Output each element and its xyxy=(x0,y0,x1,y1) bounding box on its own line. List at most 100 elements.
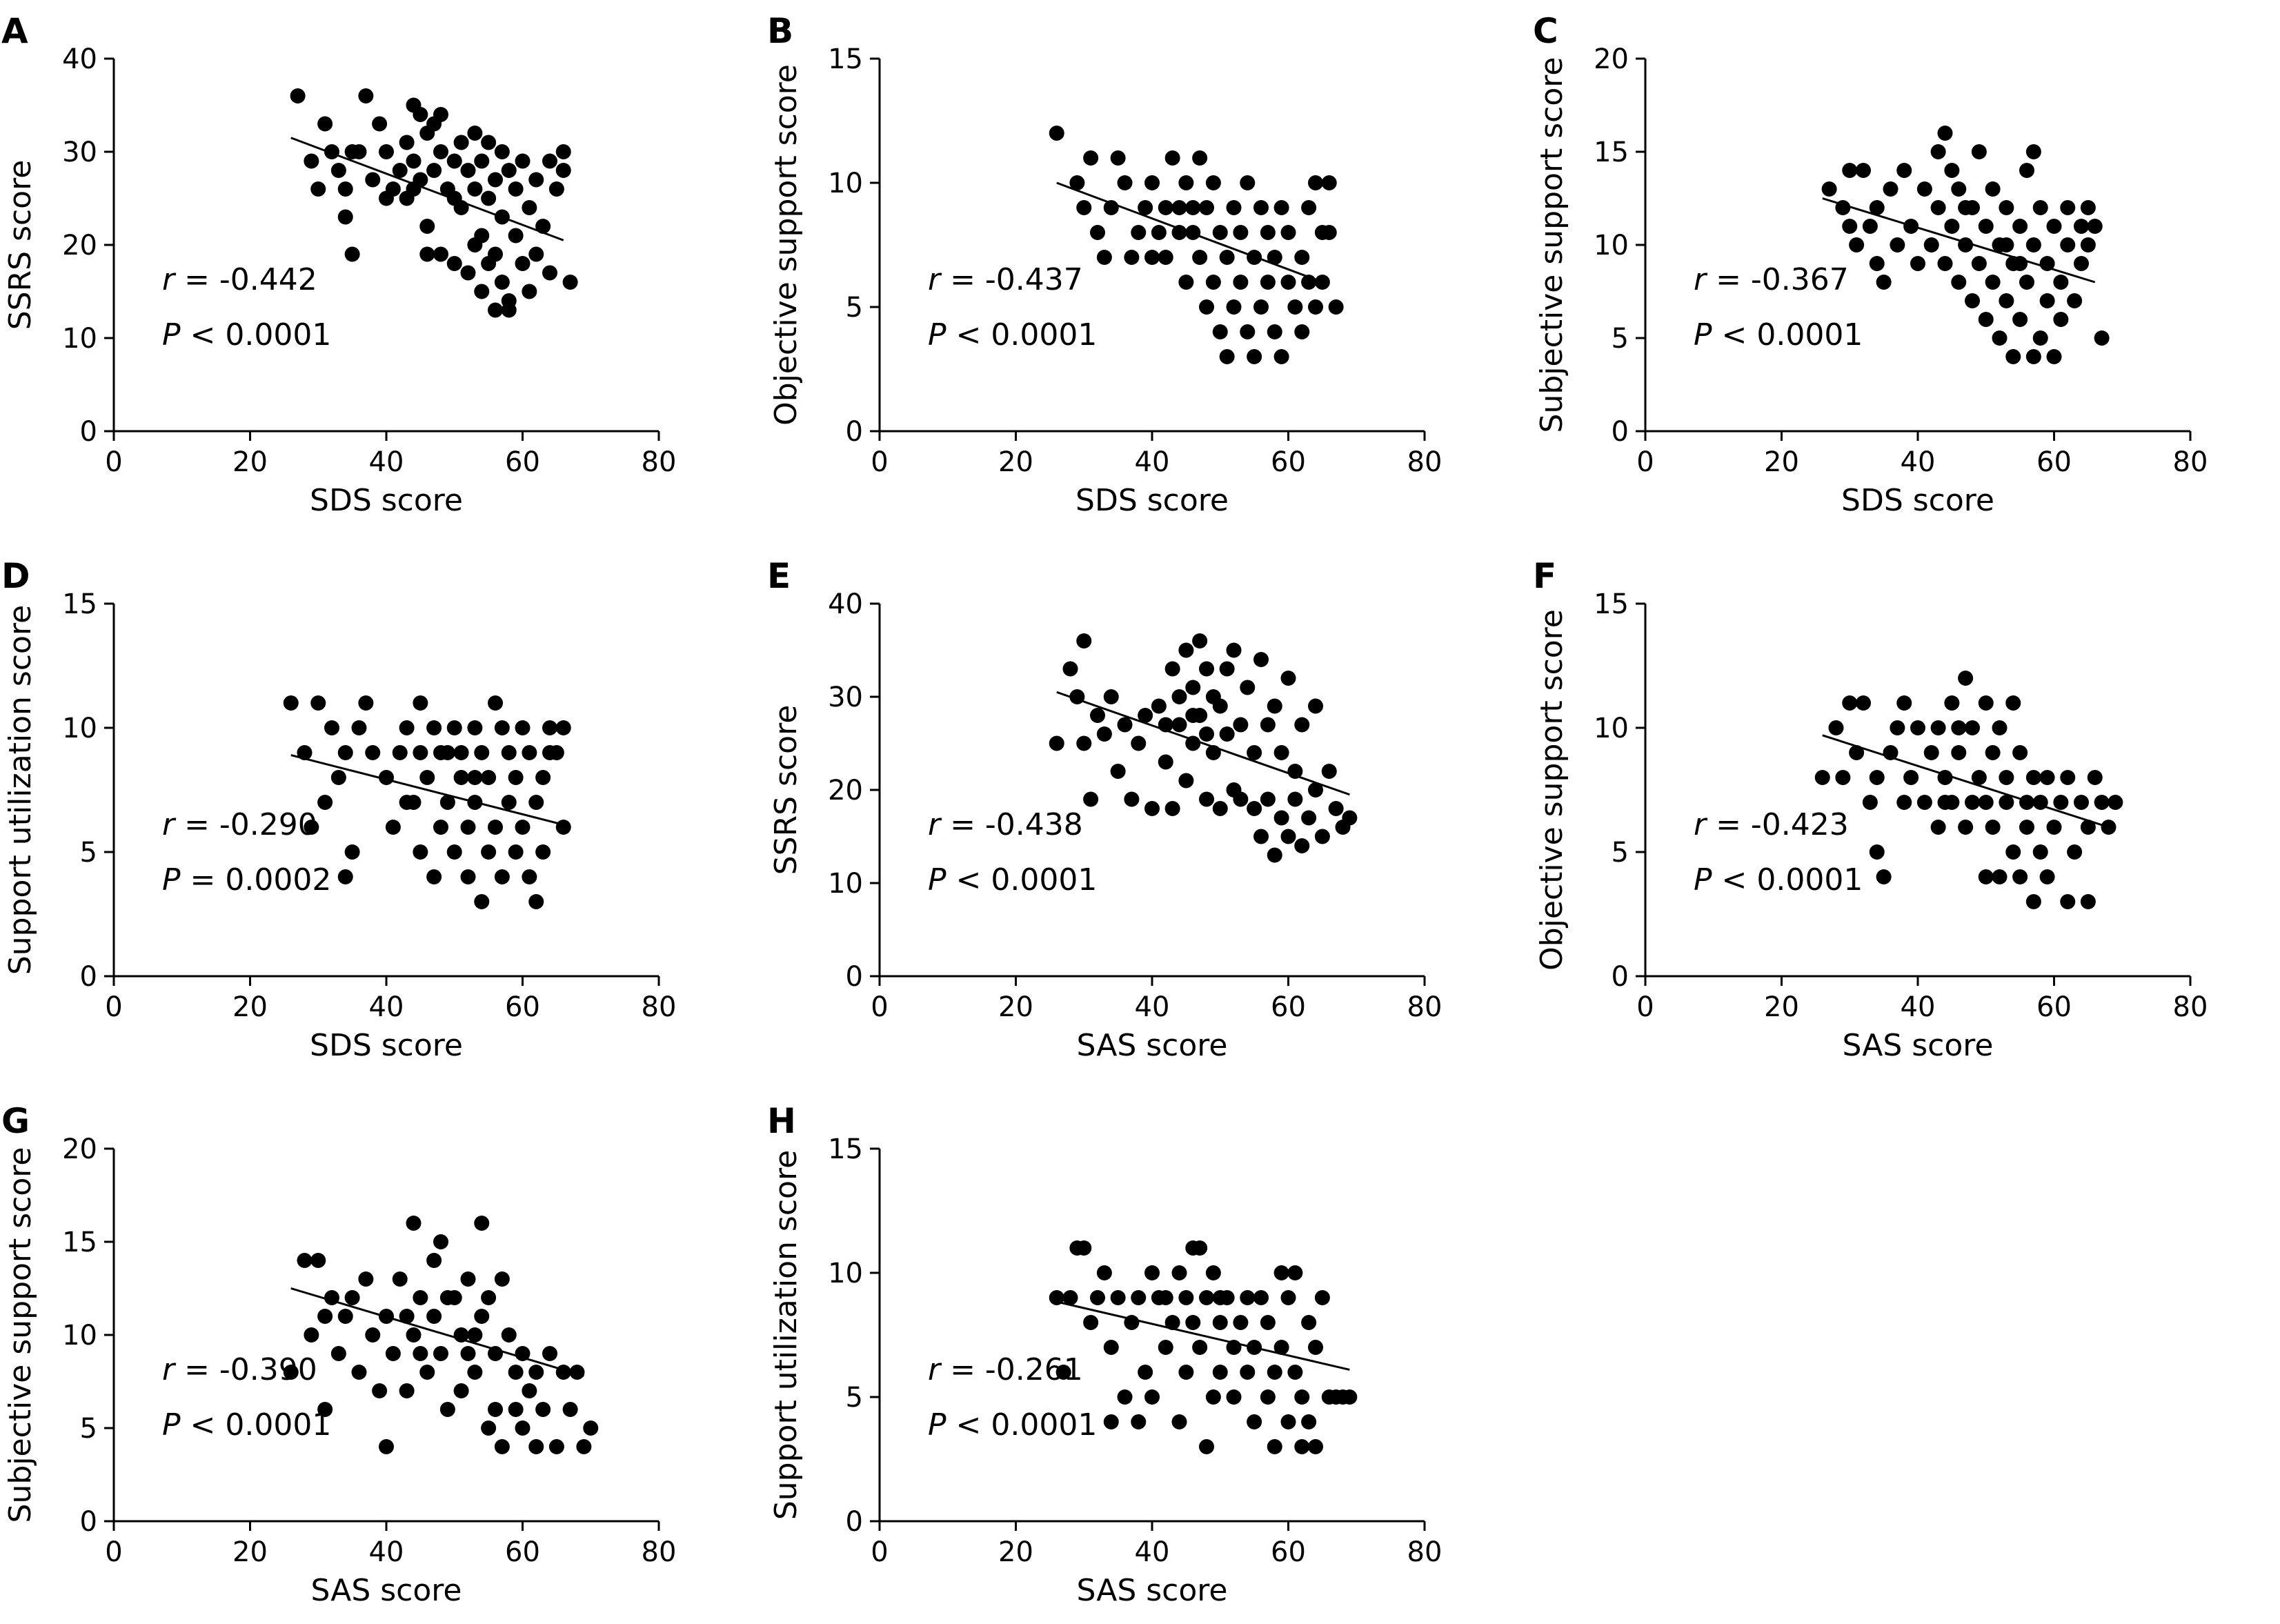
x-tick-label: 20 xyxy=(998,1536,1033,1568)
x-tick-label: 60 xyxy=(1271,991,1306,1023)
panel-H: H 0 5 10 15 0 20 40 60 80 SAS score Support utiliza… xyxy=(766,1097,1511,1621)
data-point xyxy=(1110,150,1126,166)
data-point xyxy=(1985,181,2001,197)
r-value: r = -0.390 xyxy=(162,1352,317,1387)
x-tick-label: 80 xyxy=(642,1536,677,1568)
data-point xyxy=(392,163,408,178)
y-tick-label: 15 xyxy=(1594,588,1629,620)
data-point xyxy=(1842,695,1858,711)
y-tick-label: 10 xyxy=(62,323,97,355)
data-point xyxy=(1226,642,1242,658)
y-axis-title: SSRS score xyxy=(769,705,804,875)
data-point xyxy=(1158,250,1173,265)
data-point xyxy=(2019,163,2034,178)
y-tick-label: 10 xyxy=(828,868,863,900)
y-tick-label: 5 xyxy=(846,1382,863,1414)
data-point xyxy=(548,181,564,197)
y-tick-label: 20 xyxy=(1594,43,1629,75)
data-point xyxy=(1171,1265,1187,1280)
data-point xyxy=(1205,1265,1221,1280)
data-point xyxy=(2094,795,2110,810)
data-point xyxy=(488,172,503,188)
r-value: r = -0.261 xyxy=(928,1352,1083,1387)
data-point xyxy=(1267,324,1282,339)
data-point xyxy=(433,246,448,262)
data-point xyxy=(1869,844,1885,860)
data-point xyxy=(1869,200,1885,215)
data-point xyxy=(481,135,497,150)
data-point xyxy=(351,720,367,735)
y-tick-label: 10 xyxy=(62,1320,97,1351)
x-axis-title: SAS score xyxy=(311,1573,462,1608)
x-tick-label: 40 xyxy=(1901,446,1936,478)
data-point xyxy=(1178,275,1194,290)
data-point xyxy=(488,820,503,835)
data-point xyxy=(1856,695,1871,711)
data-point xyxy=(1916,795,1932,810)
x-tick-label: 20 xyxy=(232,1536,268,1568)
data-point xyxy=(1069,175,1085,190)
data-point xyxy=(1985,275,2001,290)
x-tick-label: 40 xyxy=(369,1536,404,1568)
panel-F: F 0 5 10 15 0 20 40 60 80 SAS score Objective suppo… xyxy=(1531,552,2277,1076)
data-point xyxy=(406,1216,422,1231)
data-point xyxy=(1958,200,1974,215)
p-value: P = 0.0002 xyxy=(162,862,331,898)
y-tick-label: 30 xyxy=(828,682,863,713)
data-point xyxy=(1253,299,1269,315)
data-point xyxy=(1267,847,1282,863)
data-point xyxy=(1971,256,1987,271)
data-point xyxy=(379,144,394,159)
data-point xyxy=(1103,1414,1119,1429)
data-point xyxy=(1971,770,1987,785)
data-point xyxy=(358,88,374,103)
data-point xyxy=(337,745,353,760)
data-point xyxy=(1280,829,1296,844)
data-point xyxy=(1171,717,1187,733)
data-point xyxy=(399,135,415,150)
data-point xyxy=(1985,745,2001,760)
panel-letter: D xyxy=(1,556,30,596)
data-point xyxy=(1314,829,1330,844)
data-point xyxy=(528,246,544,262)
x-tick-label: 0 xyxy=(105,1536,122,1568)
data-point xyxy=(508,181,524,197)
data-point xyxy=(2039,770,2055,785)
data-point xyxy=(1083,150,1099,166)
y-tick-label: 10 xyxy=(828,1258,863,1289)
data-point xyxy=(1247,1414,1262,1429)
data-point xyxy=(501,302,517,318)
data-point xyxy=(1273,1265,1289,1280)
data-point xyxy=(528,1365,544,1380)
data-point xyxy=(1287,1265,1303,1280)
data-point xyxy=(1930,200,1946,215)
data-point xyxy=(1951,181,1967,197)
data-point xyxy=(283,695,299,711)
data-point xyxy=(2080,237,2096,252)
data-point xyxy=(1240,324,1256,339)
y-tick-label: 0 xyxy=(80,961,97,993)
data-point xyxy=(2074,795,2089,810)
y-tick-label: 15 xyxy=(1594,137,1629,168)
x-tick-label: 40 xyxy=(369,991,404,1023)
r-value: r = -0.437 xyxy=(928,262,1083,297)
data-point xyxy=(399,1309,415,1324)
y-tick-label: 15 xyxy=(62,588,97,620)
data-point xyxy=(2005,844,2021,860)
data-point xyxy=(419,770,435,785)
data-point xyxy=(1151,698,1167,714)
data-point xyxy=(1992,869,2008,884)
data-point xyxy=(1294,838,1310,853)
data-point xyxy=(2032,330,2048,346)
x-tick-label: 40 xyxy=(1901,991,1936,1023)
data-point xyxy=(1999,770,2014,785)
x-tick-label: 0 xyxy=(871,446,888,478)
x-tick-label: 80 xyxy=(2173,446,2208,478)
data-point xyxy=(1273,349,1289,364)
data-point xyxy=(542,1346,557,1361)
data-point xyxy=(1144,1265,1160,1280)
scatter-chart: E 0 10 20 30 40 0 20 40 60 80 SAS score SSRS score r … xyxy=(767,556,1442,1063)
data-point xyxy=(358,1271,374,1287)
data-point xyxy=(474,1309,490,1324)
data-point xyxy=(1199,299,1214,315)
